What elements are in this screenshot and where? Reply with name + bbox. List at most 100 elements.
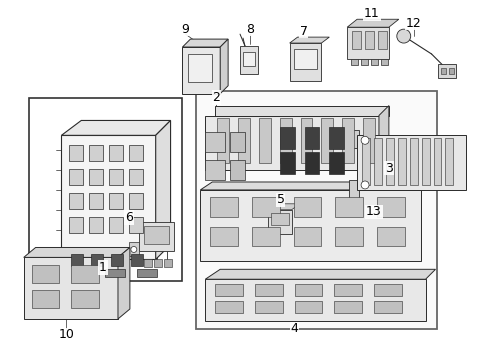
Bar	[356, 135, 466, 190]
Text: 5: 5	[276, 193, 284, 206]
Text: 9: 9	[181, 23, 189, 36]
Polygon shape	[220, 39, 228, 94]
Bar	[293, 227, 321, 247]
Text: 6: 6	[125, 211, 133, 224]
Bar	[360, 59, 367, 65]
Bar	[109, 193, 122, 209]
Bar	[348, 180, 358, 198]
Circle shape	[360, 136, 368, 144]
Polygon shape	[118, 247, 130, 319]
Bar	[254, 301, 282, 313]
Bar	[361, 138, 369, 185]
Bar	[129, 145, 142, 161]
Bar	[279, 152, 294, 174]
Bar	[251, 197, 279, 217]
Bar	[230, 160, 244, 180]
Bar	[377, 31, 386, 49]
Bar	[270, 213, 288, 225]
Bar	[279, 127, 294, 149]
Bar	[373, 301, 401, 313]
Text: 7: 7	[299, 24, 307, 38]
Bar	[109, 217, 122, 233]
Circle shape	[396, 29, 410, 43]
Bar	[373, 138, 381, 185]
Bar	[409, 138, 417, 185]
Bar	[294, 301, 322, 313]
Bar	[258, 118, 270, 163]
Bar	[433, 138, 441, 185]
Bar	[346, 27, 388, 59]
Bar	[230, 132, 244, 152]
Bar	[69, 217, 83, 233]
Polygon shape	[61, 121, 170, 135]
Circle shape	[360, 181, 368, 189]
Bar	[71, 265, 99, 283]
Bar	[350, 59, 357, 65]
Text: 3: 3	[384, 162, 392, 175]
Bar	[335, 227, 362, 247]
Polygon shape	[129, 242, 139, 256]
Bar	[240, 46, 257, 74]
Circle shape	[131, 247, 137, 252]
Polygon shape	[200, 182, 427, 190]
Polygon shape	[205, 269, 435, 279]
Bar	[362, 118, 374, 163]
Bar	[304, 127, 319, 149]
Polygon shape	[289, 37, 328, 43]
Bar	[196, 91, 436, 329]
Bar	[32, 290, 60, 308]
Polygon shape	[182, 47, 220, 94]
Polygon shape	[346, 19, 398, 27]
Bar	[215, 284, 243, 296]
Bar	[373, 284, 401, 296]
Bar	[365, 31, 373, 49]
Bar	[334, 284, 361, 296]
Text: 10: 10	[59, 328, 74, 341]
Bar	[385, 138, 393, 185]
Bar	[328, 152, 344, 174]
Bar	[210, 197, 238, 217]
Text: 12: 12	[405, 17, 421, 30]
Bar	[129, 217, 142, 233]
Polygon shape	[378, 105, 388, 170]
Bar	[69, 169, 83, 185]
Bar	[445, 138, 452, 185]
Bar	[300, 118, 312, 163]
Bar	[105, 269, 124, 277]
Bar	[370, 59, 377, 65]
Polygon shape	[155, 121, 170, 260]
Polygon shape	[200, 190, 420, 261]
Bar	[342, 118, 353, 163]
Bar	[89, 169, 103, 185]
Bar	[91, 255, 103, 266]
Bar	[143, 260, 151, 267]
Bar	[376, 227, 404, 247]
Bar	[129, 169, 142, 185]
Bar	[32, 265, 60, 283]
Bar	[293, 197, 321, 217]
Bar	[137, 269, 156, 277]
Bar	[243, 52, 254, 66]
Bar	[73, 269, 93, 277]
Bar	[131, 255, 142, 266]
Text: 2: 2	[212, 91, 220, 104]
Bar	[143, 226, 168, 243]
Bar	[304, 152, 319, 174]
Bar	[163, 260, 171, 267]
Bar	[215, 301, 243, 313]
Bar	[334, 301, 361, 313]
Bar	[188, 54, 212, 82]
Bar	[254, 284, 282, 296]
Bar	[29, 98, 182, 281]
Bar	[328, 127, 344, 149]
Bar	[89, 217, 103, 233]
Bar	[69, 145, 83, 161]
Bar	[335, 197, 362, 217]
Polygon shape	[205, 116, 378, 170]
Bar	[294, 284, 322, 296]
Polygon shape	[182, 39, 228, 47]
Bar	[351, 31, 360, 49]
Bar	[153, 260, 162, 267]
Bar	[238, 118, 249, 163]
Polygon shape	[24, 247, 130, 257]
